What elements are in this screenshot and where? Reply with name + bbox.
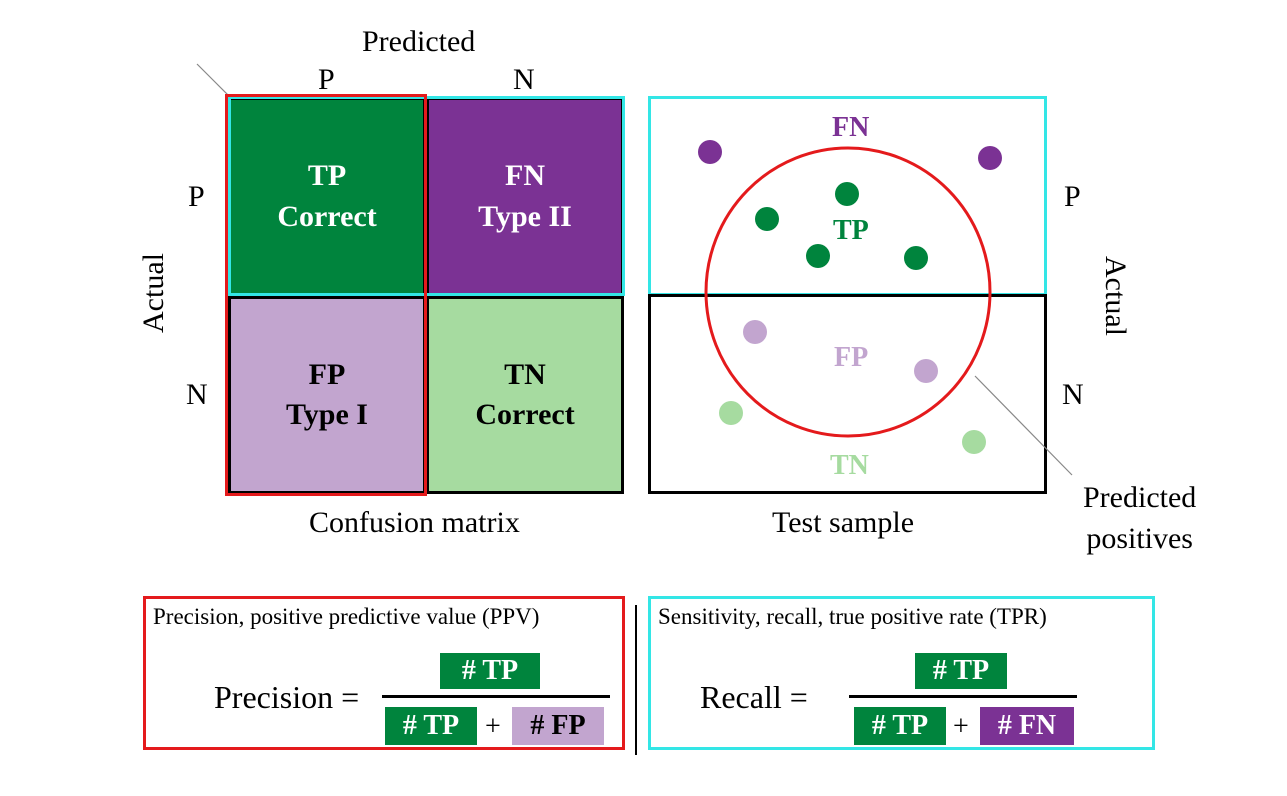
precision-denominator-fp: # FP [512,707,604,745]
recall-fraction-bar [849,695,1077,698]
fp-title: FP [308,357,346,391]
false-positive-cell: FP Type I [228,296,426,494]
fn-dot [698,140,722,164]
precision-equation-label: Precision = [214,679,360,715]
precision-formula-box: Precision, positive predictive value (PP… [143,596,625,750]
predicted-positives-line2: positives [1086,521,1193,555]
recall-numerator-tp: # TP [915,653,1007,689]
predicted-p-label: P [318,63,335,96]
sample-tn-label: TN [830,450,869,481]
tp-dot [806,244,830,268]
recall-formula-box: Sensitivity, recall, true positive rate … [648,596,1155,750]
sample-fp-label: FP [834,342,869,373]
precision-plus-sign: + [485,711,501,742]
tn-dot [719,401,743,425]
fp-dot [914,359,938,383]
fn-title: FN [505,159,545,192]
recall-denominator-tp: # TP [854,707,946,745]
fn-subtitle: Type II [478,199,572,233]
sample-fn-label: FN [832,112,870,143]
recall-equation-label: Recall = [700,679,808,715]
predicted-axis-label: Predicted [362,25,476,58]
precision-numerator-tp: # TP [440,653,540,689]
actual-axis-label-right: Actual [1099,256,1132,336]
predicted-positives-line1: Predicted [1083,481,1197,514]
fp-dot [743,320,767,344]
true-negative-cell: TN Correct [426,296,624,494]
tn-title: TN [504,357,546,391]
tn-subtitle: Correct [475,398,575,431]
actual-p-label-left: P [188,180,205,213]
tp-title: TP [307,159,347,192]
actual-p-label-right: P [1064,180,1081,213]
predicted-n-label: N [513,63,535,96]
tp-dot [755,207,779,231]
tp-dot [835,182,859,206]
actual-n-label-left: N [186,378,208,411]
predicted-positives-label: Predicted positives [1083,478,1196,559]
precision-title: Precision, positive predictive value (PP… [153,604,540,629]
formula-divider [635,605,637,755]
test-sample-caption: Test sample [772,506,915,539]
confusion-matrix-caption: Confusion matrix [309,506,520,539]
tp-dot [904,246,928,270]
actual-n-label-right: N [1062,378,1084,411]
fn-dot [978,146,1002,170]
recall-title: Sensitivity, recall, true positive rate … [658,604,1047,629]
precision-fraction-bar [382,695,610,698]
tp-subtitle: Correct [277,199,377,233]
precision-denominator-tp: # TP [385,707,477,745]
predicted-positives-pointer [974,375,1073,476]
sample-tp-label: TP [833,215,869,246]
predicted-positives-circle [704,146,992,438]
recall-plus-sign: + [953,711,969,742]
fp-subtitle: Type I [286,398,368,431]
tn-dot [962,430,986,454]
recall-denominator-fn: # FN [980,707,1074,745]
